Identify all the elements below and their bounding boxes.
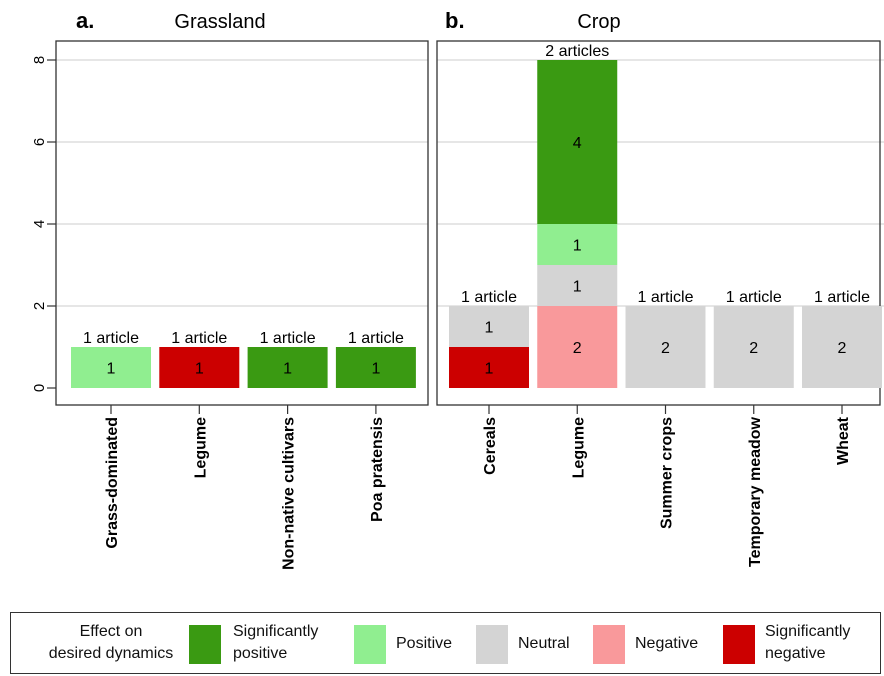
- bar-segment: [537, 306, 618, 388]
- category-label: Temporary meadow: [747, 416, 764, 567]
- legend: Effect on desired dynamics Significantly…: [10, 612, 881, 674]
- legend-label-sig-pos-line1: Significantly: [233, 623, 319, 640]
- segment-value-label: 2: [749, 340, 758, 357]
- legend-label-sig-pos-line2: positive: [233, 645, 288, 662]
- panel-frame: [436, 40, 881, 406]
- legend-title-line1: Effect on: [79, 623, 143, 640]
- article-count-label: 2 articles: [545, 43, 609, 60]
- y-tick-label: 2: [31, 302, 48, 310]
- bar-segment: [802, 306, 882, 388]
- panel-frame: [55, 40, 429, 406]
- segment-value-label: 2: [661, 340, 670, 357]
- category-label: Poa pratensis: [369, 417, 386, 522]
- legend-label-sig-neg: Significantly negative: [765, 621, 850, 665]
- legend-swatch-sig-pos: [189, 625, 221, 664]
- segment-value-label: 1: [283, 361, 292, 378]
- segment-value-label: 1: [573, 238, 582, 255]
- panel-letter: b.: [445, 8, 465, 33]
- segment-value-label: 1: [195, 361, 204, 378]
- segment-value-label: 1: [485, 320, 494, 337]
- legend-label-neutral: Neutral: [518, 635, 570, 652]
- legend-swatch-sig-neg: [723, 625, 755, 664]
- bar-segment: [537, 60, 618, 224]
- category-label: Cereals: [482, 417, 499, 475]
- legend-label-pos: Positive: [396, 635, 453, 652]
- bar-segment: [713, 306, 794, 388]
- legend-swatch-pos: [354, 625, 386, 664]
- segment-value-label: 4: [573, 135, 582, 152]
- bar-segment: [335, 347, 416, 388]
- y-tick-label: 0: [31, 384, 48, 392]
- stacked-bar-chart: 0 2 4 6 8 a. Grassland 1 1 article Grass-dominate…: [31, 8, 884, 570]
- y-tick-label: 8: [31, 56, 48, 64]
- category-label: Grass-dominated: [104, 417, 121, 549]
- article-count-label: 1 article: [726, 289, 782, 306]
- segment-value-label: 1: [573, 279, 582, 296]
- category-label: Summer crops: [659, 417, 676, 529]
- bar-segment: [159, 347, 240, 388]
- legend-title-line2: desired dynamics: [48, 645, 174, 662]
- bar-segment: [537, 265, 618, 306]
- article-count-label: 1 article: [461, 289, 517, 306]
- segment-value-label: 2: [573, 340, 582, 357]
- article-count-label: 1 article: [637, 289, 693, 306]
- segment-value-label: 1: [485, 361, 494, 378]
- legend-label-sig-neg-line1: Significantly: [765, 623, 851, 640]
- panel-title: Crop: [577, 11, 620, 33]
- category-label: Legume: [570, 417, 587, 478]
- segment-value-label: 1: [371, 361, 380, 378]
- bar-segment: [71, 347, 151, 388]
- category-label: Legume: [192, 417, 209, 478]
- y-tick-label: 4: [31, 220, 48, 228]
- legend-title: Effect on desired dynamics: [31, 621, 191, 665]
- bar-segment: [247, 347, 328, 388]
- panel-title: Grassland: [174, 11, 265, 33]
- category-label: Non-native cultivars: [281, 417, 298, 570]
- article-count-label: 1 article: [260, 330, 316, 347]
- y-tick-label: 6: [31, 138, 48, 146]
- legend-label-sig-pos: Significantly positive: [233, 621, 318, 665]
- legend-label-sig-neg-line2: negative: [765, 645, 826, 662]
- article-count-label: 1 article: [814, 289, 870, 306]
- panel-letter: a.: [76, 8, 94, 33]
- bar-segment: [625, 306, 706, 388]
- bar-segment: [537, 224, 618, 265]
- segment-value-label: 1: [107, 361, 116, 378]
- segment-value-label: 2: [838, 340, 847, 357]
- article-count-label: 1 article: [348, 330, 404, 347]
- legend-swatch-neutral: [476, 625, 508, 664]
- bar-segment: [449, 347, 529, 388]
- legend-label-neg: Negative: [635, 635, 699, 652]
- article-count-label: 1 article: [171, 330, 227, 347]
- article-count-label: 1 article: [83, 330, 139, 347]
- legend-swatch-neg: [593, 625, 625, 664]
- bar-segment: [449, 306, 529, 347]
- category-label: Wheat: [835, 416, 852, 465]
